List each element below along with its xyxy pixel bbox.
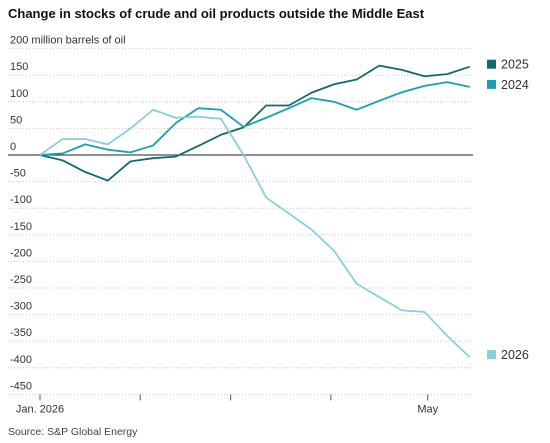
y-tick-label: 0 <box>10 141 16 153</box>
legend-swatch <box>487 350 496 360</box>
legend-swatch <box>487 59 496 69</box>
x-tick-label: May <box>417 403 438 415</box>
y-tick-label: -200 <box>10 247 32 259</box>
y-tick-label: -300 <box>10 301 32 313</box>
series-line <box>39 64 471 182</box>
chart-title: Change in stocks of crude and oil produc… <box>8 6 425 21</box>
y-tick-label: -50 <box>10 168 26 180</box>
y-tick-label: -100 <box>10 194 32 206</box>
y-tick-label: -250 <box>10 274 32 286</box>
y-tick-label: 100 <box>10 88 28 100</box>
series-line <box>39 81 470 156</box>
y-tick-label: 150 <box>10 61 28 73</box>
y-tick-label: 200 million barrels of oil <box>10 35 126 47</box>
series-line <box>39 108 471 358</box>
x-tick-label: Jan. 2026 <box>16 403 64 415</box>
y-tick-label: -450 <box>10 380 32 392</box>
y-tick-label: -350 <box>10 327 32 339</box>
y-tick-label: -150 <box>10 221 32 233</box>
y-tick-label: -400 <box>10 354 32 366</box>
y-tick-label: 50 <box>10 114 22 126</box>
legend-label: 2025 <box>501 58 529 72</box>
legend-label: 2024 <box>501 78 529 92</box>
legend-swatch <box>487 79 496 89</box>
source: Source: S&P Global Energy <box>8 426 138 438</box>
legend-label: 2026 <box>501 348 529 362</box>
